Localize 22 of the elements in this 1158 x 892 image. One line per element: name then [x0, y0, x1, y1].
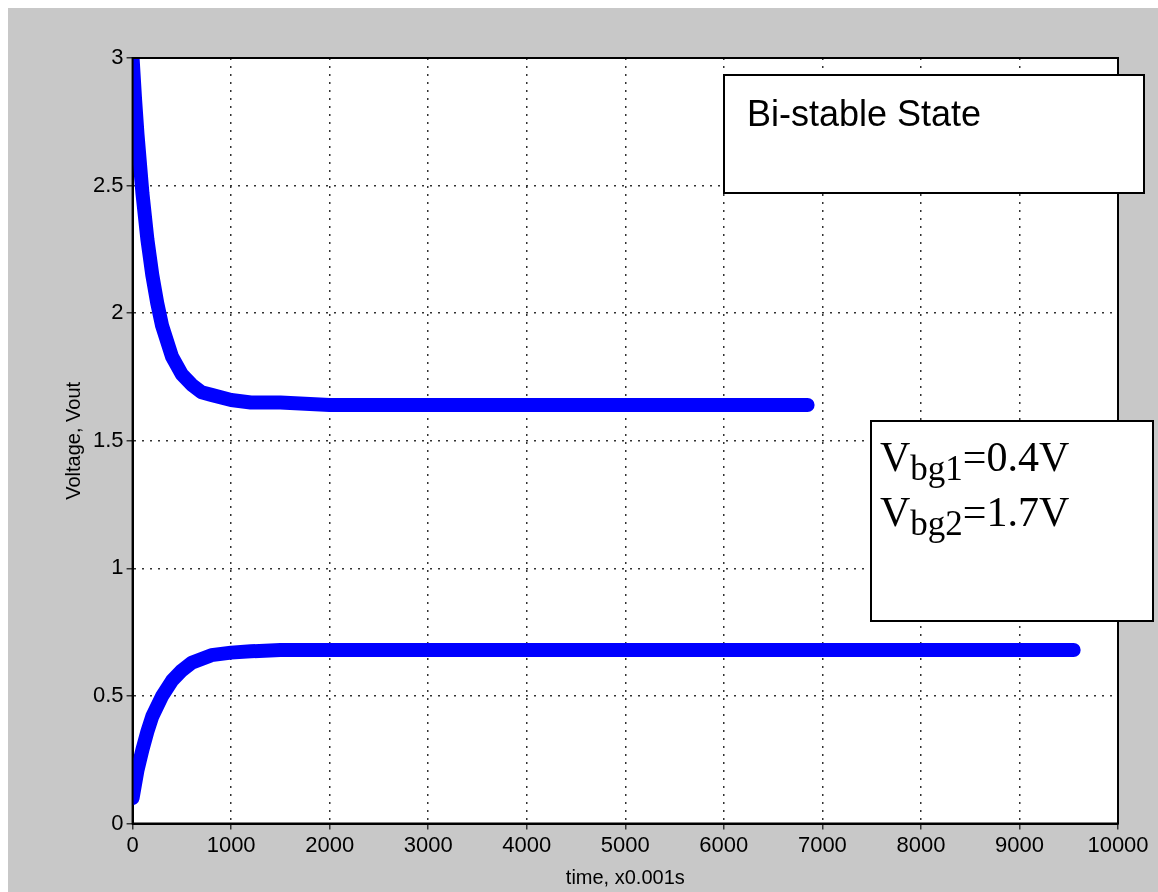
x-tick-label: 6000 [699, 831, 749, 857]
x-tick-label: 7000 [797, 831, 847, 857]
x-tick-label: 2000 [305, 831, 355, 857]
x-tick-label: 9000 [994, 831, 1044, 857]
note-box: V$_{bg1}$=0.4V V$_{bg2}$=1.7V [870, 420, 1154, 622]
x-tick-label: 5000 [600, 831, 650, 857]
x-axis-title: time, x0.001s [565, 865, 685, 888]
x-tick-label: 10000 [1087, 831, 1149, 857]
x-tick-label: 3000 [403, 831, 453, 857]
annotation: Bi-stable State [747, 93, 982, 134]
y-tick-label: 2.5 [92, 171, 124, 197]
y-tick-label: 1 [111, 554, 124, 580]
x-tick-label: 4000 [502, 831, 552, 857]
x-tick-label: 8000 [896, 831, 946, 857]
y-tick-label: 3 [111, 44, 124, 70]
note-box: Bi-stable State [723, 74, 1145, 194]
y-tick-label: 0 [111, 809, 124, 835]
y-tick-label: 2 [111, 299, 124, 325]
y-axis-title: Voltage, Vout [61, 381, 84, 500]
y-tick-label: 1.5 [92, 426, 124, 452]
y-tick-label: 0.5 [92, 682, 124, 708]
x-tick-label: 1000 [206, 831, 256, 857]
